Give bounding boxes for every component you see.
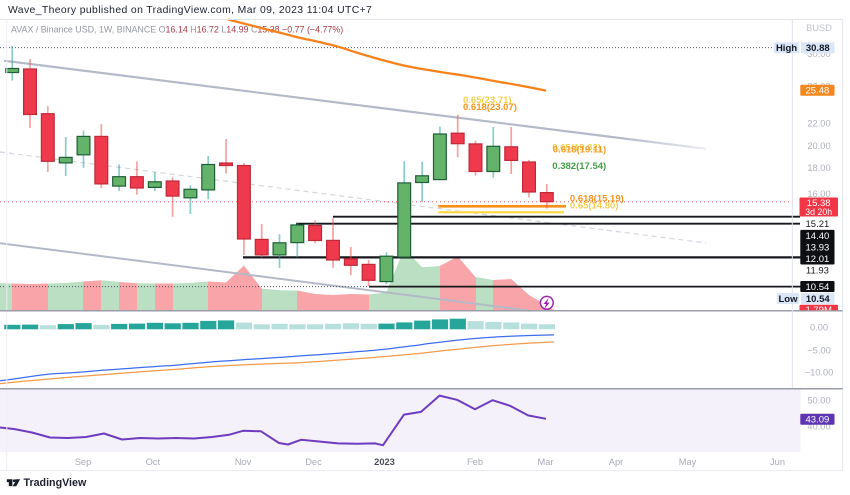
svg-text:43.09: 43.09 xyxy=(806,415,830,426)
svg-text:0.382(17.54): 0.382(17.54) xyxy=(552,161,606,172)
svg-text:0.00: 0.00 xyxy=(810,322,828,332)
svg-text:2023: 2023 xyxy=(374,457,395,467)
svg-text:Sep: Sep xyxy=(75,457,92,467)
svg-text:Apr: Apr xyxy=(609,457,623,467)
svg-text:14.40: 14.40 xyxy=(806,231,830,242)
svg-text:12.01: 12.01 xyxy=(806,254,830,265)
svg-text:Nov: Nov xyxy=(235,457,252,467)
svg-text:16.00: 16.00 xyxy=(807,189,830,199)
svg-text:Oct: Oct xyxy=(146,457,161,467)
svg-text:AVAX / Binance USD, 1W, BINANC: AVAX / Binance USD, 1W, BINANCE O16.14 H… xyxy=(11,25,343,35)
svg-text:Wave_Theory published on Tradi: Wave_Theory published on TradingView.com… xyxy=(8,5,372,16)
svg-text:50.00: 50.00 xyxy=(807,395,830,405)
svg-text:Low: Low xyxy=(779,294,799,305)
svg-text:15.38: 15.38 xyxy=(807,198,831,209)
svg-text:22.00: 22.00 xyxy=(807,118,830,128)
svg-text:0.65(23.71): 0.65(23.71) xyxy=(463,95,512,106)
svg-text:10.54: 10.54 xyxy=(806,294,830,305)
svg-text:15.21: 15.21 xyxy=(806,219,830,230)
svg-text:−5.00: −5.00 xyxy=(807,345,831,355)
svg-text:Mar: Mar xyxy=(537,457,553,467)
svg-text:May: May xyxy=(679,457,697,467)
svg-text:0.618(19.11): 0.618(19.11) xyxy=(553,144,606,155)
svg-text:18.00: 18.00 xyxy=(807,163,830,173)
svg-text:−10.00: −10.00 xyxy=(805,368,834,378)
svg-text:0.618(15.19): 0.618(15.19) xyxy=(570,194,624,205)
svg-text:Feb: Feb xyxy=(467,457,483,467)
svg-text:11.93: 11.93 xyxy=(806,265,829,276)
svg-text:40.00: 40.00 xyxy=(807,422,830,432)
svg-text:Dec: Dec xyxy=(305,457,322,467)
svg-text:30.88: 30.88 xyxy=(806,43,830,54)
svg-text:BUSD: BUSD xyxy=(806,23,832,33)
svg-text:3d 20h: 3d 20h xyxy=(805,207,832,217)
svg-text:0.618(23.07): 0.618(23.07) xyxy=(463,102,517,113)
svg-text:0.65(14.80): 0.65(14.80) xyxy=(570,201,619,212)
svg-text:Jun: Jun xyxy=(770,457,785,467)
svg-text:1.79M: 1.79M xyxy=(805,305,831,316)
svg-text:0.65(19.32): 0.65(19.32) xyxy=(552,143,601,154)
svg-text:13.93: 13.93 xyxy=(806,243,830,254)
svg-text:TradingView: TradingView xyxy=(24,477,87,489)
svg-text:30.00: 30.00 xyxy=(807,49,830,59)
svg-text:10.54: 10.54 xyxy=(806,282,830,293)
svg-text:20.00: 20.00 xyxy=(807,141,830,151)
svg-text:25.48: 25.48 xyxy=(806,86,830,97)
svg-text:High: High xyxy=(776,43,797,54)
